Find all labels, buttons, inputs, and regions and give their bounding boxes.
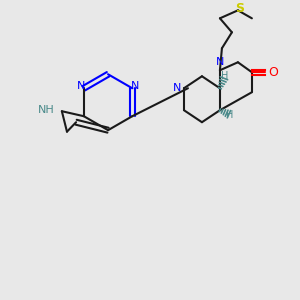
Text: N: N <box>76 81 85 91</box>
Text: O: O <box>268 66 278 79</box>
Text: H: H <box>226 110 234 120</box>
Text: H: H <box>221 71 229 81</box>
Text: N: N <box>173 83 181 93</box>
Text: N: N <box>131 81 140 91</box>
Text: N: N <box>216 57 224 67</box>
Text: S: S <box>236 2 244 15</box>
Text: NH: NH <box>38 105 55 115</box>
